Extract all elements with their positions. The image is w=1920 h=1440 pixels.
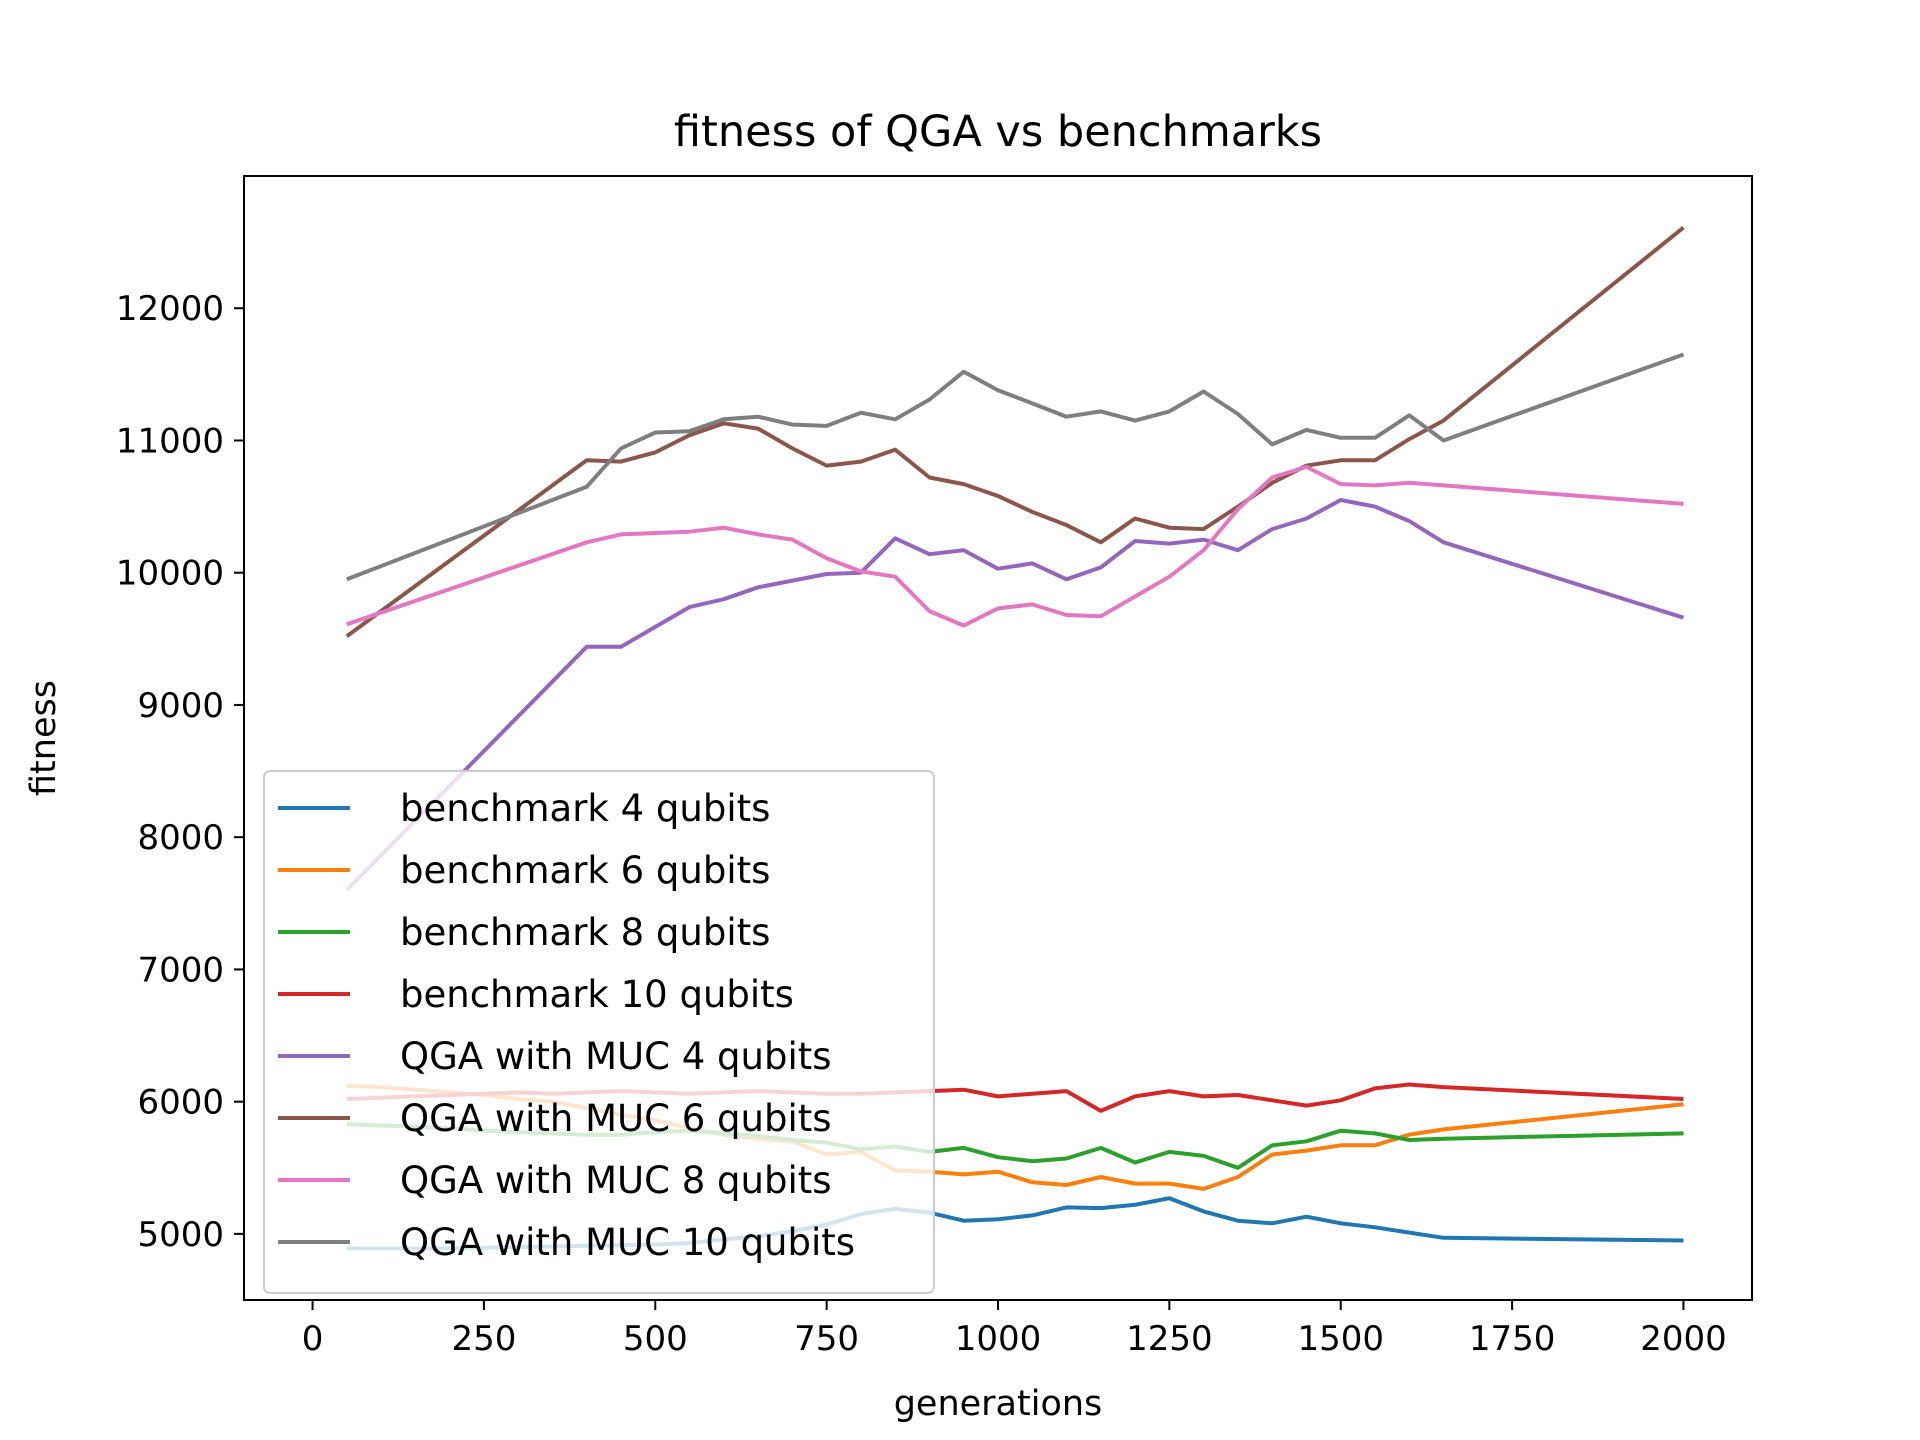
y-tick-label: 6000 [137, 1083, 224, 1123]
legend-label: benchmark 10 qubits [400, 973, 794, 1016]
y-tick-label: 10000 [116, 554, 224, 594]
y-tick-label: 8000 [137, 818, 224, 858]
legend-label: QGA with MUC 4 qubits [400, 1035, 832, 1078]
x-tick-label: 2000 [1640, 1319, 1727, 1359]
legend-label: benchmark 6 qubits [400, 849, 770, 892]
x-tick-label: 0 [302, 1319, 324, 1359]
x-axis-label: generations [894, 1384, 1103, 1424]
x-tick-label: 250 [451, 1319, 516, 1359]
x-tick-label: 1250 [1126, 1319, 1213, 1359]
x-tick-label: 750 [794, 1319, 859, 1359]
series-line-5 [345, 226, 1685, 638]
y-axis-label: fitness [24, 680, 64, 796]
legend-box [263, 770, 935, 1294]
chart-title: fitness of QGA vs benchmarks [674, 107, 1322, 157]
legend: benchmark 4 qubits benchmark 6 qubits benc… [263, 770, 935, 1294]
x-tick-label: 1750 [1469, 1319, 1556, 1359]
x-tick-label: 1000 [955, 1319, 1042, 1359]
x-tick-label: 500 [623, 1319, 688, 1359]
axis-ticks: 0 250 500 750 1000 1250 1500 1750 2000 5000 6000 70… [116, 289, 1727, 1359]
y-tick-label: 9000 [137, 686, 224, 726]
series-line-6 [346, 464, 1684, 628]
legend-label: benchmark 4 qubits [400, 787, 770, 830]
series-line-7 [346, 352, 1685, 582]
y-tick-label: 5000 [137, 1215, 224, 1255]
legend-label: QGA with MUC 10 qubits [400, 1221, 855, 1264]
y-tick-label: 11000 [116, 421, 224, 461]
series-line-4 [345, 498, 1685, 892]
legend-label: QGA with MUC 8 qubits [400, 1159, 832, 1202]
axes-frame [243, 175, 1753, 1301]
x-tick-label: 1500 [1297, 1319, 1384, 1359]
y-tick-label: 12000 [116, 289, 224, 329]
legend-label: benchmark 8 qubits [400, 911, 770, 954]
legend-label: QGA with MUC 6 qubits [400, 1097, 832, 1140]
y-tick-label: 7000 [137, 950, 224, 990]
